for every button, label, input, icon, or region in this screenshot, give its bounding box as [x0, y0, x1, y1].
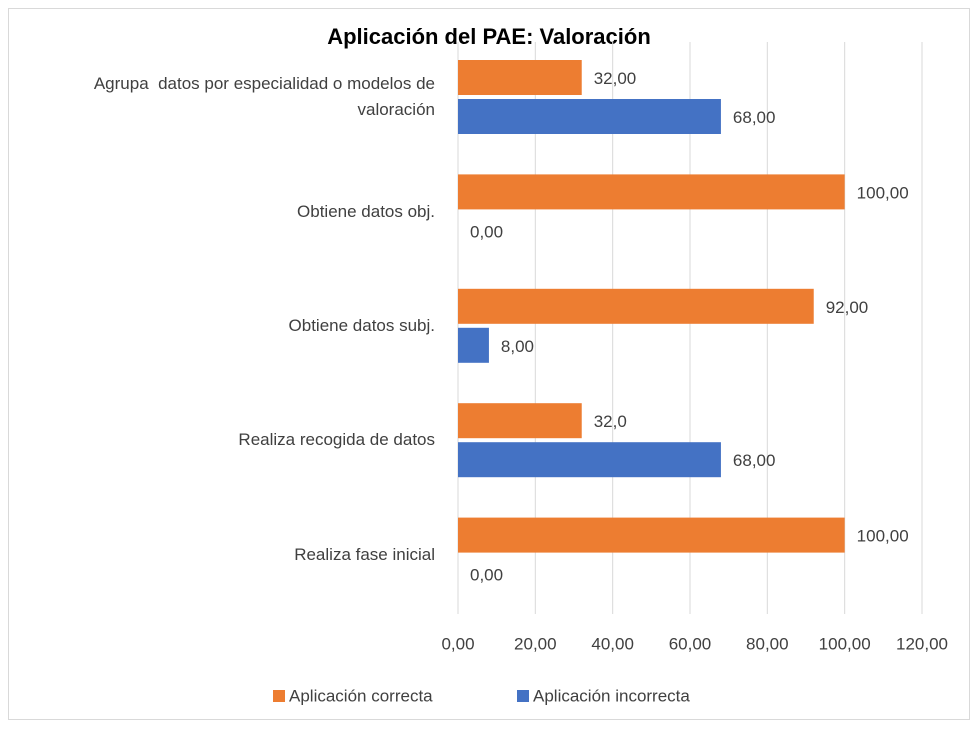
x-tick-label: 100,00 — [819, 634, 871, 653]
y-tick-label: Obtiene datos obj. — [297, 201, 435, 221]
bar — [458, 174, 845, 210]
y-tick-label: Agrupa datos por especialidad o modelos … — [93, 74, 435, 120]
data-label: 68,00 — [733, 108, 776, 127]
data-label: 100,00 — [857, 183, 909, 202]
legend-swatch — [273, 690, 285, 702]
data-label: 32,00 — [594, 69, 637, 88]
data-label: 0,00 — [470, 566, 503, 585]
y-tick-label: Realiza fase inicial — [294, 544, 435, 564]
legend-label: Aplicación correcta — [289, 686, 433, 705]
data-label: 68,00 — [733, 451, 776, 470]
x-tick-label: 120,00 — [896, 634, 948, 653]
bar — [458, 327, 489, 363]
bar — [458, 288, 814, 324]
data-label: 32,0 — [594, 412, 627, 431]
x-tick-label: 40,00 — [591, 634, 634, 653]
x-tick-label: 60,00 — [669, 634, 712, 653]
y-tick-label: Realiza recogida de datos — [238, 430, 435, 450]
x-tick-label: 0,00 — [441, 634, 474, 653]
x-tick-label: 80,00 — [746, 634, 789, 653]
bar — [458, 442, 721, 478]
bar — [458, 99, 721, 134]
data-label: 8,00 — [501, 337, 534, 356]
data-label: 92,00 — [826, 298, 869, 317]
y-tick-label: Obtiene datos subj. — [288, 316, 435, 335]
legend-label: Aplicación incorrecta — [533, 686, 690, 705]
bar — [458, 403, 582, 439]
legend-swatch — [517, 690, 529, 702]
bar — [458, 517, 845, 553]
chart-title: Aplicación del PAE: Valoración — [327, 24, 651, 49]
data-label: 0,00 — [470, 222, 503, 241]
data-label: 100,00 — [857, 527, 909, 546]
x-tick-label: 20,00 — [514, 634, 557, 653]
bar — [458, 60, 582, 95]
